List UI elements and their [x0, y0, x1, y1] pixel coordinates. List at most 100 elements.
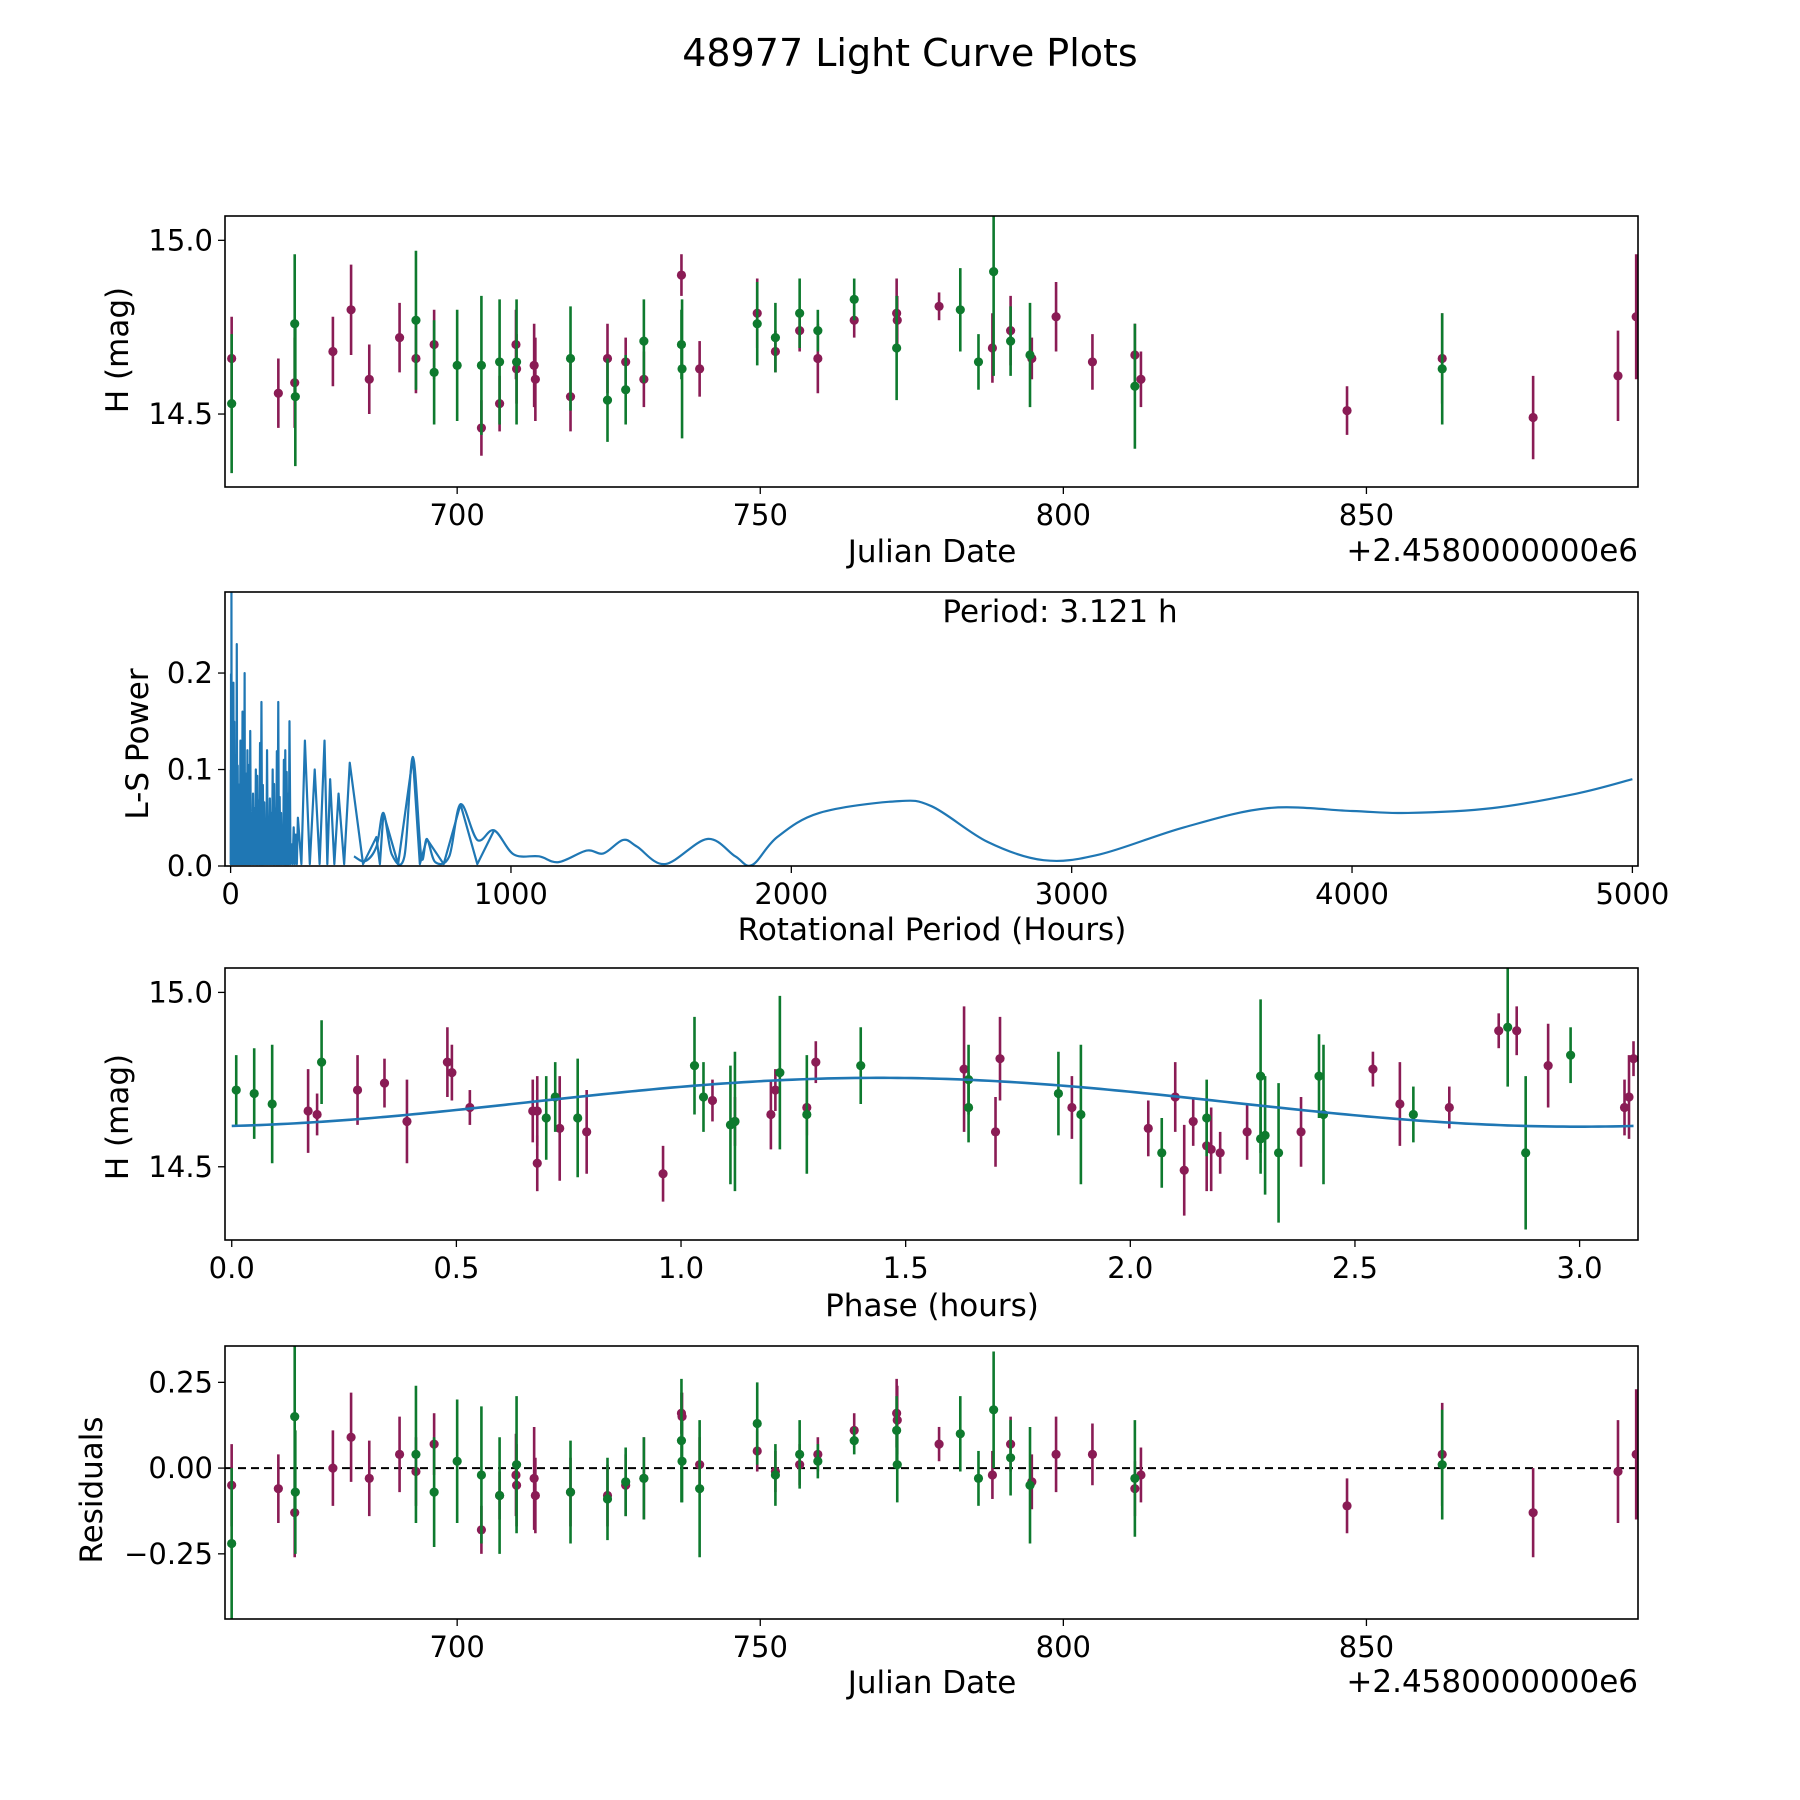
residuals-point-green — [452, 1456, 462, 1466]
phase-xtick-label: 0.0 — [209, 1251, 255, 1285]
lightcurve-point-maroon — [1528, 412, 1538, 423]
residuals-point-green — [602, 1494, 613, 1504]
residuals-xtick-label: 700 — [429, 1630, 484, 1664]
phase-point-maroon — [1494, 1026, 1504, 1036]
phase-point-maroon — [1206, 1144, 1216, 1154]
residuals-point-maroon — [934, 1439, 944, 1449]
phase-xtick-label: 2.0 — [1107, 1251, 1153, 1285]
panel-residuals: Julian Date +2.4580000000e6 Residuals 70… — [74, 1345, 1639, 1701]
lightcurve-point-green — [621, 385, 631, 395]
periodogram-xtick-label: 5000 — [1595, 877, 1669, 911]
phase-point-green — [249, 1088, 259, 1099]
residuals-point-maroon — [273, 1484, 283, 1494]
phase-point-maroon — [1624, 1092, 1634, 1102]
periodogram-xtick-label: 2000 — [754, 877, 828, 911]
residuals-plot-area — [225, 1346, 1638, 1619]
lightcurve-ytick-label: 14.5 — [148, 397, 213, 431]
phase-point-maroon — [1067, 1102, 1077, 1113]
phase-point-green — [963, 1102, 974, 1113]
lightcurve-frame — [224, 215, 1639, 488]
lightcurve-point-green — [290, 392, 300, 402]
lightcurve-point-green — [795, 308, 805, 318]
phase-plot-area — [231, 968, 1638, 1230]
residuals-point-maroon — [1528, 1508, 1538, 1518]
phase-point-green — [1521, 1148, 1531, 1158]
lightcurve-point-green — [1006, 336, 1016, 346]
lightcurve-point-green — [602, 395, 613, 405]
residuals-point-green — [639, 1473, 649, 1483]
residuals-point-green — [752, 1418, 762, 1429]
phase-point-green — [775, 1068, 785, 1078]
figure-title: 48977 Light Curve Plots — [682, 31, 1137, 75]
panel-lightcurve: Julian Date +2.4580000000e6 H (mag) 700 7… — [100, 215, 1639, 570]
phase-point-maroon — [442, 1057, 452, 1067]
phase-point-maroon — [402, 1116, 412, 1127]
lightcurve-point-maroon — [273, 388, 283, 398]
phase-point-green — [1503, 1022, 1513, 1032]
residuals-point-green — [813, 1456, 823, 1466]
phase-point-green — [1202, 1113, 1212, 1123]
lightcurve-ylabel: H (mag) — [100, 287, 136, 413]
periodogram-ytick-label: 0.1 — [167, 753, 213, 787]
residuals-point-green — [494, 1490, 505, 1501]
periodogram-ylabel: L-S Power — [120, 668, 156, 819]
lightcurve-point-green — [849, 294, 859, 304]
lightcurve-point-maroon — [934, 301, 944, 311]
phase-ytick-label: 14.5 — [148, 1150, 213, 1184]
phase-ylabel: H (mag) — [100, 1054, 136, 1180]
phase-point-maroon — [658, 1169, 668, 1179]
phase-point-green — [1273, 1148, 1284, 1158]
phase-xtick-label: 3.0 — [1557, 1251, 1603, 1285]
periodogram-xtick-label: 3000 — [1035, 877, 1109, 911]
phase-point-maroon — [1296, 1127, 1306, 1137]
phase-point-maroon — [766, 1109, 776, 1120]
phase-point-maroon — [770, 1085, 780, 1095]
lightcurve-point-green — [511, 357, 522, 367]
residuals-point-green — [476, 1470, 487, 1480]
periodogram-xlabel: Rotational Period (Hours) — [738, 912, 1127, 948]
phase-point-maroon — [990, 1127, 1001, 1137]
phase-point-green — [1256, 1071, 1266, 1081]
phase-point-maroon — [1179, 1165, 1189, 1175]
lightcurve-point-maroon — [328, 346, 338, 357]
residuals-ylabel: Residuals — [74, 1416, 110, 1563]
phase-point-maroon — [582, 1127, 592, 1137]
residuals-point-green — [770, 1470, 781, 1480]
residuals-ytick-label: 0.25 — [148, 1365, 213, 1399]
phase-point-maroon — [303, 1106, 313, 1116]
phase-frame — [224, 967, 1639, 1241]
lightcurve-xtick-label: 750 — [733, 498, 788, 532]
phase-point-green — [541, 1113, 551, 1123]
phase-point-maroon — [1512, 1026, 1522, 1036]
residuals-point-green — [290, 1487, 300, 1497]
lightcurve-point-maroon — [813, 353, 823, 364]
phase-point-maroon — [1143, 1123, 1153, 1134]
residuals-point-maroon — [530, 1490, 540, 1501]
residuals-point-maroon — [1342, 1501, 1352, 1511]
lightcurve-point-green — [565, 353, 576, 364]
lightcurve-point-maroon — [1136, 374, 1146, 384]
lightcurve-point-green — [677, 364, 687, 374]
phase-point-green — [231, 1085, 241, 1095]
residuals-point-maroon — [364, 1473, 374, 1483]
residuals-point-maroon — [1613, 1466, 1623, 1477]
phase-point-maroon — [1444, 1102, 1454, 1113]
periodogram-plot-area — [229, 592, 1633, 866]
phase-point-green — [1076, 1109, 1086, 1120]
periodogram-xtick-label: 0 — [221, 877, 239, 911]
lightcurve-xtick-label: 850 — [1339, 498, 1394, 532]
phase-point-green — [267, 1099, 277, 1109]
phase-fit-curve — [231, 1076, 1634, 1128]
lightcurve-point-green — [411, 315, 421, 325]
lightcurve-point-maroon — [530, 374, 540, 384]
periodogram-xtick-label: 4000 — [1315, 877, 1389, 911]
phase-point-maroon — [379, 1078, 390, 1088]
lightcurve-point-green — [813, 326, 823, 336]
phase-point-maroon — [532, 1106, 542, 1116]
lightcurve-point-green — [973, 357, 984, 367]
periodogram-noisy-segment — [229, 592, 496, 866]
phase-point-maroon — [959, 1064, 969, 1074]
residuals-point-green — [1437, 1460, 1447, 1470]
residuals-xlabel: Julian Date — [846, 1665, 1017, 1701]
residuals-point-maroon — [1087, 1449, 1098, 1459]
